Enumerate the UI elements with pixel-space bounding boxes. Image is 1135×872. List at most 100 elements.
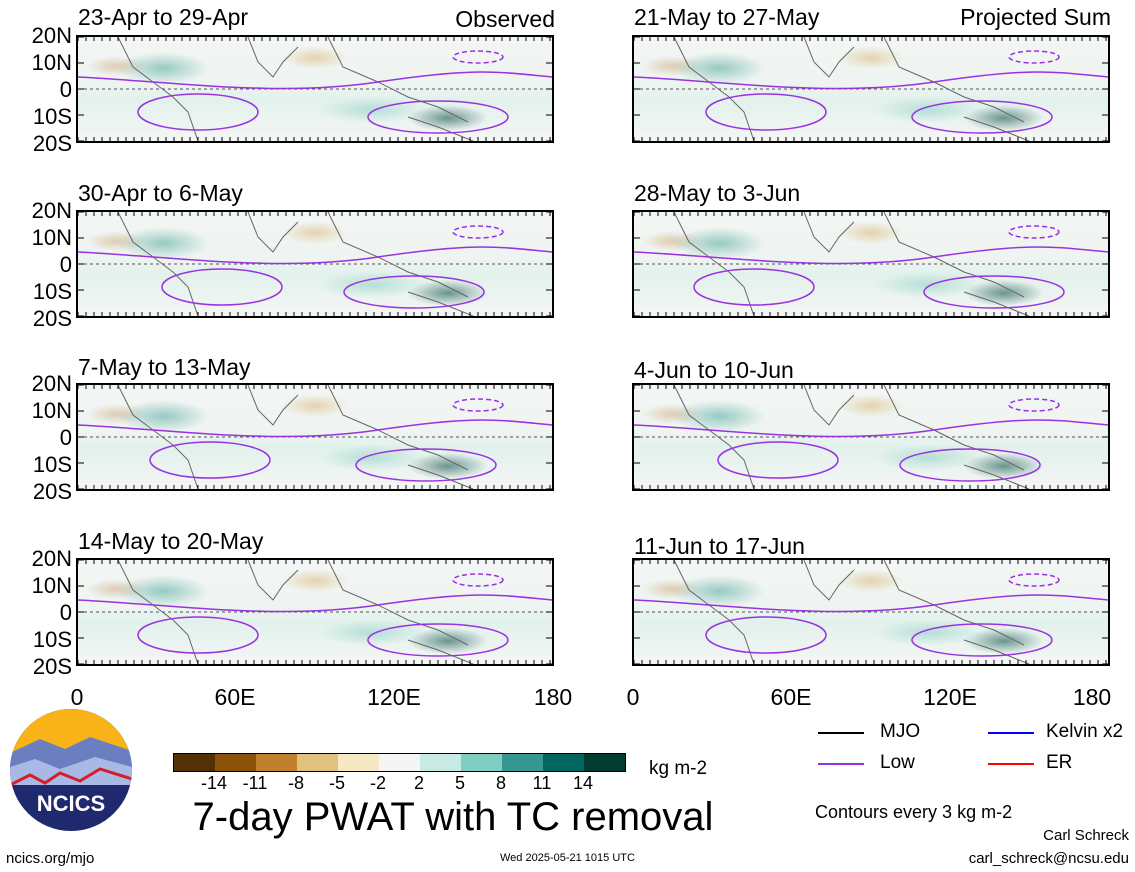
lat-tick: 20S	[32, 654, 72, 679]
coastline	[883, 212, 1025, 298]
panel-title: 4-Jun to 10-Jun	[634, 357, 794, 383]
lat-tick: 20N	[31, 198, 72, 223]
coastline	[963, 291, 1030, 316]
contour-low	[367, 623, 509, 657]
coastline	[803, 560, 855, 601]
contour-low	[343, 275, 485, 309]
coastline	[117, 560, 199, 664]
lon-tick: 120E	[923, 684, 977, 710]
lat-tick: 0	[59, 600, 72, 625]
colorbar-label: 8	[495, 773, 506, 793]
map-panel	[76, 383, 554, 491]
contour-low	[355, 448, 497, 482]
coastline	[117, 385, 199, 489]
map-overlay	[634, 37, 1108, 141]
map-overlay	[634, 212, 1108, 316]
lon-tick: 180	[1072, 684, 1112, 710]
coastline	[963, 116, 1030, 141]
contour-low	[78, 246, 552, 265]
legend-kelvin-label: Kelvin x2	[1046, 721, 1124, 742]
map-panel	[632, 35, 1110, 143]
colorbar-swatch	[461, 754, 502, 771]
contour-low	[161, 268, 283, 306]
map-overlay	[78, 37, 552, 141]
coastline	[247, 37, 299, 78]
lat-tick: 10N	[31, 398, 72, 423]
coastline	[117, 37, 199, 141]
panel-title: 7-May to 13-May	[78, 354, 251, 380]
coastline	[673, 385, 755, 489]
colorbar-swatch	[379, 754, 420, 771]
panel-title: 28-May to 3-Jun	[634, 180, 801, 206]
legend-low-line	[818, 763, 864, 765]
coastline	[117, 212, 199, 316]
contour-low-dashed	[452, 398, 504, 412]
legend-er-label: ER	[1046, 752, 1073, 773]
map-overlay	[78, 560, 552, 664]
coastline	[883, 385, 1025, 471]
colorbar-label: -11	[242, 773, 268, 793]
contour-low	[78, 594, 552, 613]
colorbar-swatch	[420, 754, 461, 771]
contour-low	[911, 100, 1053, 134]
panel-note: Observed	[455, 6, 555, 32]
coastline	[963, 639, 1030, 664]
panel-title: 21-May to 27-May	[634, 4, 820, 30]
lat-tick: 10N	[31, 573, 72, 598]
colorbar-label: 14	[572, 773, 594, 793]
lat-tick: 0	[59, 77, 72, 102]
panel-title: 11-Jun to 17-Jun	[634, 533, 805, 559]
contour-low-dashed	[1008, 225, 1060, 239]
contour-low	[149, 441, 271, 479]
legend-er-line	[988, 763, 1034, 765]
coastline	[327, 385, 469, 471]
main-title: 7-day PWAT with TC removal	[192, 795, 714, 839]
colorbar-swatch	[297, 754, 338, 771]
colorbar-units: kg m-2	[649, 758, 708, 779]
coastline	[327, 212, 469, 298]
coastline	[327, 37, 469, 123]
coastline	[407, 116, 474, 141]
map-overlay	[634, 385, 1108, 489]
contour-low	[367, 100, 509, 134]
panel-note: Projected Sum	[960, 4, 1111, 30]
colorbar-label: 2	[413, 773, 424, 793]
contour-low	[634, 594, 1108, 613]
colorbar-swatch	[584, 754, 625, 771]
map-panel	[76, 35, 554, 143]
footer-author: Carl Schreck	[1043, 827, 1129, 844]
lat-tick: 10S	[32, 452, 72, 477]
lat-tick: 10S	[32, 104, 72, 129]
coastline	[247, 560, 299, 601]
coastline	[673, 560, 755, 664]
contour-low-dashed	[452, 573, 504, 587]
contour-low-dashed	[1008, 573, 1060, 587]
lon-tick: 0	[70, 684, 84, 710]
coastline	[247, 212, 299, 253]
lon-tick: 180	[533, 684, 573, 710]
colorbar-swatch	[215, 754, 256, 771]
contours-note: Contours every 3 kg m-2	[815, 802, 1013, 822]
coastline	[803, 37, 855, 78]
contour-low	[137, 93, 259, 131]
contour-low	[78, 419, 552, 438]
colorbar-swatch	[174, 754, 215, 771]
contour-low-dashed	[452, 50, 504, 64]
lat-tick: 20N	[31, 23, 72, 48]
coastline	[327, 560, 469, 646]
lat-tick: 20N	[31, 546, 72, 571]
coastline	[803, 212, 855, 253]
lon-tick: 0	[626, 684, 640, 710]
ncics-logo: NCICS	[10, 709, 132, 831]
contour-low	[137, 616, 259, 654]
contour-low	[923, 275, 1065, 309]
map-panel	[632, 383, 1110, 491]
map-overlay	[78, 385, 552, 489]
contour-low	[705, 93, 827, 131]
lat-tick: 10S	[32, 627, 72, 652]
map-overlay	[634, 560, 1108, 664]
footer-email: carl_schreck@ncsu.edu	[968, 850, 1129, 867]
contour-low	[911, 623, 1053, 657]
contour-low	[634, 246, 1108, 265]
contour-low	[693, 268, 815, 306]
